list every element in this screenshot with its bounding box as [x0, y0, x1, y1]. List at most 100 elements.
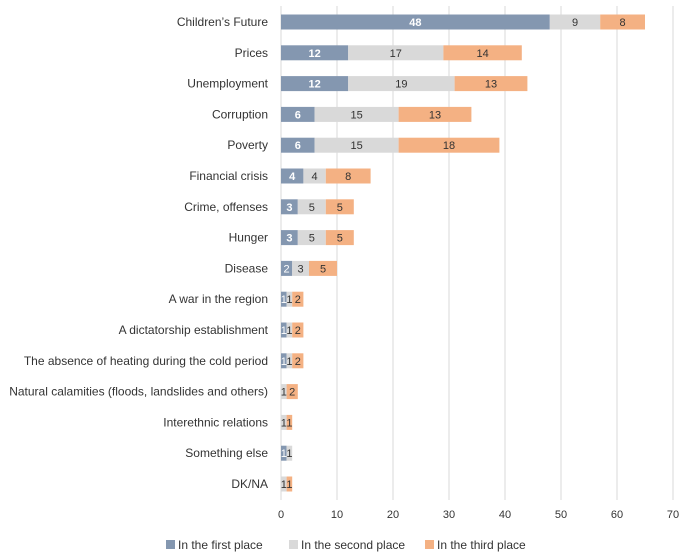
data-label: 14 [476, 48, 488, 60]
bar-segment [286, 384, 298, 400]
bar-segment [281, 414, 287, 430]
bar-segment [281, 260, 293, 276]
x-tick-label: 0 [278, 509, 284, 521]
category-label: Financial crisis [189, 169, 268, 183]
category-label: Children’s Future [177, 15, 268, 29]
bar-segment [286, 353, 293, 369]
bar-segment [325, 199, 354, 215]
bar-segment [281, 106, 315, 122]
bar-segment [281, 45, 349, 61]
bar-segment [281, 168, 304, 184]
category-label: DK/NA [231, 477, 268, 491]
bar-segment [398, 106, 472, 122]
bar-segment [600, 14, 645, 30]
bars [281, 14, 645, 492]
data-label: 6 [295, 140, 301, 152]
data-label: 3 [286, 202, 292, 214]
bar-segment [292, 353, 304, 369]
bar-segment [325, 168, 371, 184]
bar-segment [292, 291, 304, 307]
bar-segment [314, 106, 399, 122]
x-tick-label: 50 [555, 509, 567, 521]
category-label: Interethnic relations [163, 415, 268, 429]
x-tick-label: 60 [611, 509, 623, 521]
bar-segment [348, 76, 455, 92]
bar-segment [297, 230, 326, 246]
category-label: A war in the region [169, 292, 268, 306]
bar-segment [292, 260, 309, 276]
bar-segment [281, 322, 287, 338]
category-labels: Children’s Future Prices Unemployment Corru… [9, 15, 268, 491]
data-label: 13 [429, 109, 441, 121]
data-label: 12 [308, 48, 320, 60]
data-label: 48 [409, 17, 421, 29]
data-label: 1 [281, 294, 287, 306]
data-label: 13 [485, 79, 497, 91]
data-label: 8 [345, 171, 351, 183]
x-tick-label: 40 [499, 509, 511, 521]
data-label: 5 [337, 233, 343, 245]
data-label: 6 [295, 109, 301, 121]
data-label: 5 [337, 202, 343, 214]
category-label: Natural calamities (floods, landslides a… [9, 385, 268, 399]
category-label: Crime, offenses [184, 200, 268, 214]
data-label: 1 [281, 448, 287, 460]
bar-segment [281, 230, 298, 246]
bar-segment [314, 137, 399, 153]
category-label: Unemployment [187, 77, 268, 91]
legend-swatch [166, 540, 175, 549]
bar-segment [286, 476, 293, 492]
bar-segment [454, 76, 528, 92]
x-tick-label: 10 [331, 509, 343, 521]
x-tick-label: 70 [667, 509, 679, 521]
bar-segment [303, 168, 326, 184]
data-label: 5 [309, 202, 315, 214]
data-label: 1 [281, 356, 287, 368]
data-label: 15 [350, 140, 362, 152]
data-label: 9 [572, 17, 578, 29]
bar-segment [281, 291, 287, 307]
data-label: 5 [309, 233, 315, 245]
data-label: 4 [312, 171, 318, 183]
data-label: 2 [295, 325, 301, 337]
data-label: 3 [298, 263, 304, 275]
data-label: 1 [286, 479, 292, 491]
category-label: Something else [185, 446, 268, 460]
category-label: The absence of heating during the cold p… [24, 354, 268, 368]
bar-segment [281, 476, 287, 492]
bar-segment [286, 322, 293, 338]
data-label: 18 [443, 140, 455, 152]
data-label: 2 [289, 387, 295, 399]
data-label: 1 [286, 356, 292, 368]
bar-segment [348, 45, 444, 61]
bar-segment [309, 260, 337, 276]
data-label: 1 [286, 448, 292, 460]
data-label: 5 [320, 263, 326, 275]
x-tick-labels: 0 10 20 30 40 50 60 70 [278, 509, 679, 521]
data-label: 17 [390, 48, 402, 60]
bar-segment [281, 76, 349, 92]
data-label: 1 [281, 325, 287, 337]
bar-segment [297, 199, 326, 215]
legend-label: In the second place [301, 538, 405, 552]
data-label: 1 [286, 325, 292, 337]
legend-label: In the first place [178, 538, 263, 552]
bar-segment [281, 199, 298, 215]
category-label: Poverty [227, 138, 268, 152]
category-label: A dictatorship establishment [119, 323, 269, 337]
x-tick-label: 30 [443, 509, 455, 521]
bar-segment [325, 230, 354, 246]
bar-segment [281, 137, 315, 153]
data-label: 1 [281, 479, 287, 491]
bar-segment [292, 322, 304, 338]
data-label: 12 [308, 79, 320, 91]
category-label: Disease [225, 261, 269, 275]
category-label: Hunger [229, 231, 268, 245]
legend-label: In the third place [437, 538, 526, 552]
data-label: 1 [286, 294, 292, 306]
data-label: 19 [395, 79, 407, 91]
data-label: 1 [281, 387, 287, 399]
data-label: 2 [295, 294, 301, 306]
